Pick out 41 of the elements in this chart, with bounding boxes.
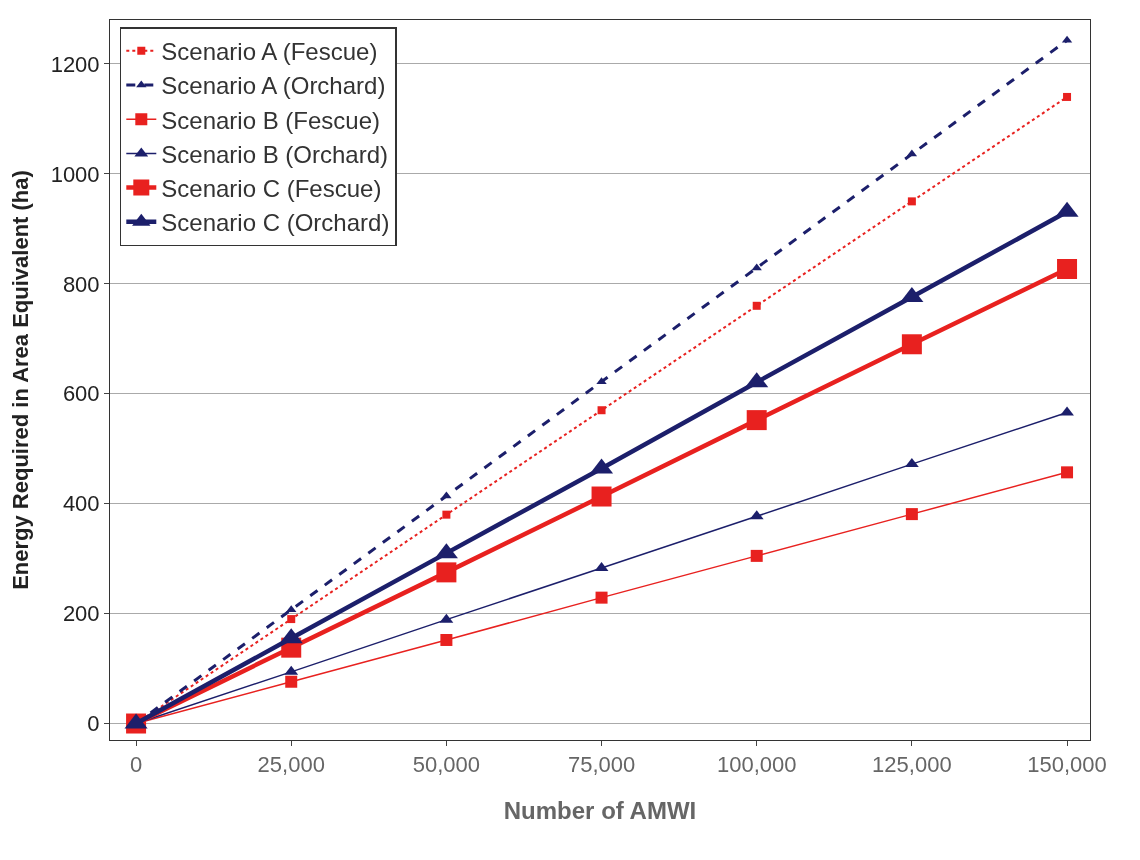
point (750, 549, 763, 562)
y-tick-label: 0 (87, 711, 100, 737)
point (901, 334, 922, 355)
point (907, 197, 916, 206)
point (1063, 92, 1072, 101)
point (285, 675, 298, 688)
point (746, 410, 767, 431)
y-tick-label: 400 (62, 491, 100, 517)
legend-label: Scenario B (Fescue) (161, 106, 381, 134)
point (752, 301, 761, 310)
point (591, 486, 612, 507)
point (287, 615, 296, 624)
legend-label: Scenario C (Orchard) (161, 209, 390, 237)
y-axis-title: Energy Required in Area Equivalent (ha) (8, 170, 34, 590)
point (442, 510, 451, 519)
x-tick-label: 50,000 (412, 752, 481, 778)
point (1060, 406, 1074, 416)
x-axis-title: Number of AMWI (503, 796, 697, 824)
point (905, 508, 918, 521)
point (595, 591, 608, 604)
y-tick-label: 1200 (50, 51, 100, 77)
x-tick-label: 150,000 (1027, 752, 1107, 778)
y-tick-label: 200 (62, 601, 100, 627)
point (1061, 466, 1074, 479)
x-tick-label: 75,000 (567, 752, 636, 778)
legend-label: Scenario A (Orchard) (161, 72, 386, 100)
point (597, 406, 606, 415)
legend-label: Scenario C (Fescue) (161, 174, 382, 202)
point (440, 633, 453, 646)
legend-label: Scenario A (Fescue) (161, 38, 378, 66)
x-tick-label: 0 (129, 752, 143, 778)
x-tick-label: 100,000 (716, 752, 797, 778)
y-tick-label: 1000 (50, 161, 100, 187)
legend-label: Scenario B (Orchard) (161, 140, 389, 168)
point (751, 263, 762, 271)
y-tick-label: 800 (62, 271, 100, 297)
point (1057, 258, 1078, 279)
x-tick-label: 25,000 (257, 752, 325, 778)
y-tick-label: 600 (62, 381, 100, 407)
point (436, 562, 457, 583)
x-tick-label: 125,000 (872, 752, 952, 778)
